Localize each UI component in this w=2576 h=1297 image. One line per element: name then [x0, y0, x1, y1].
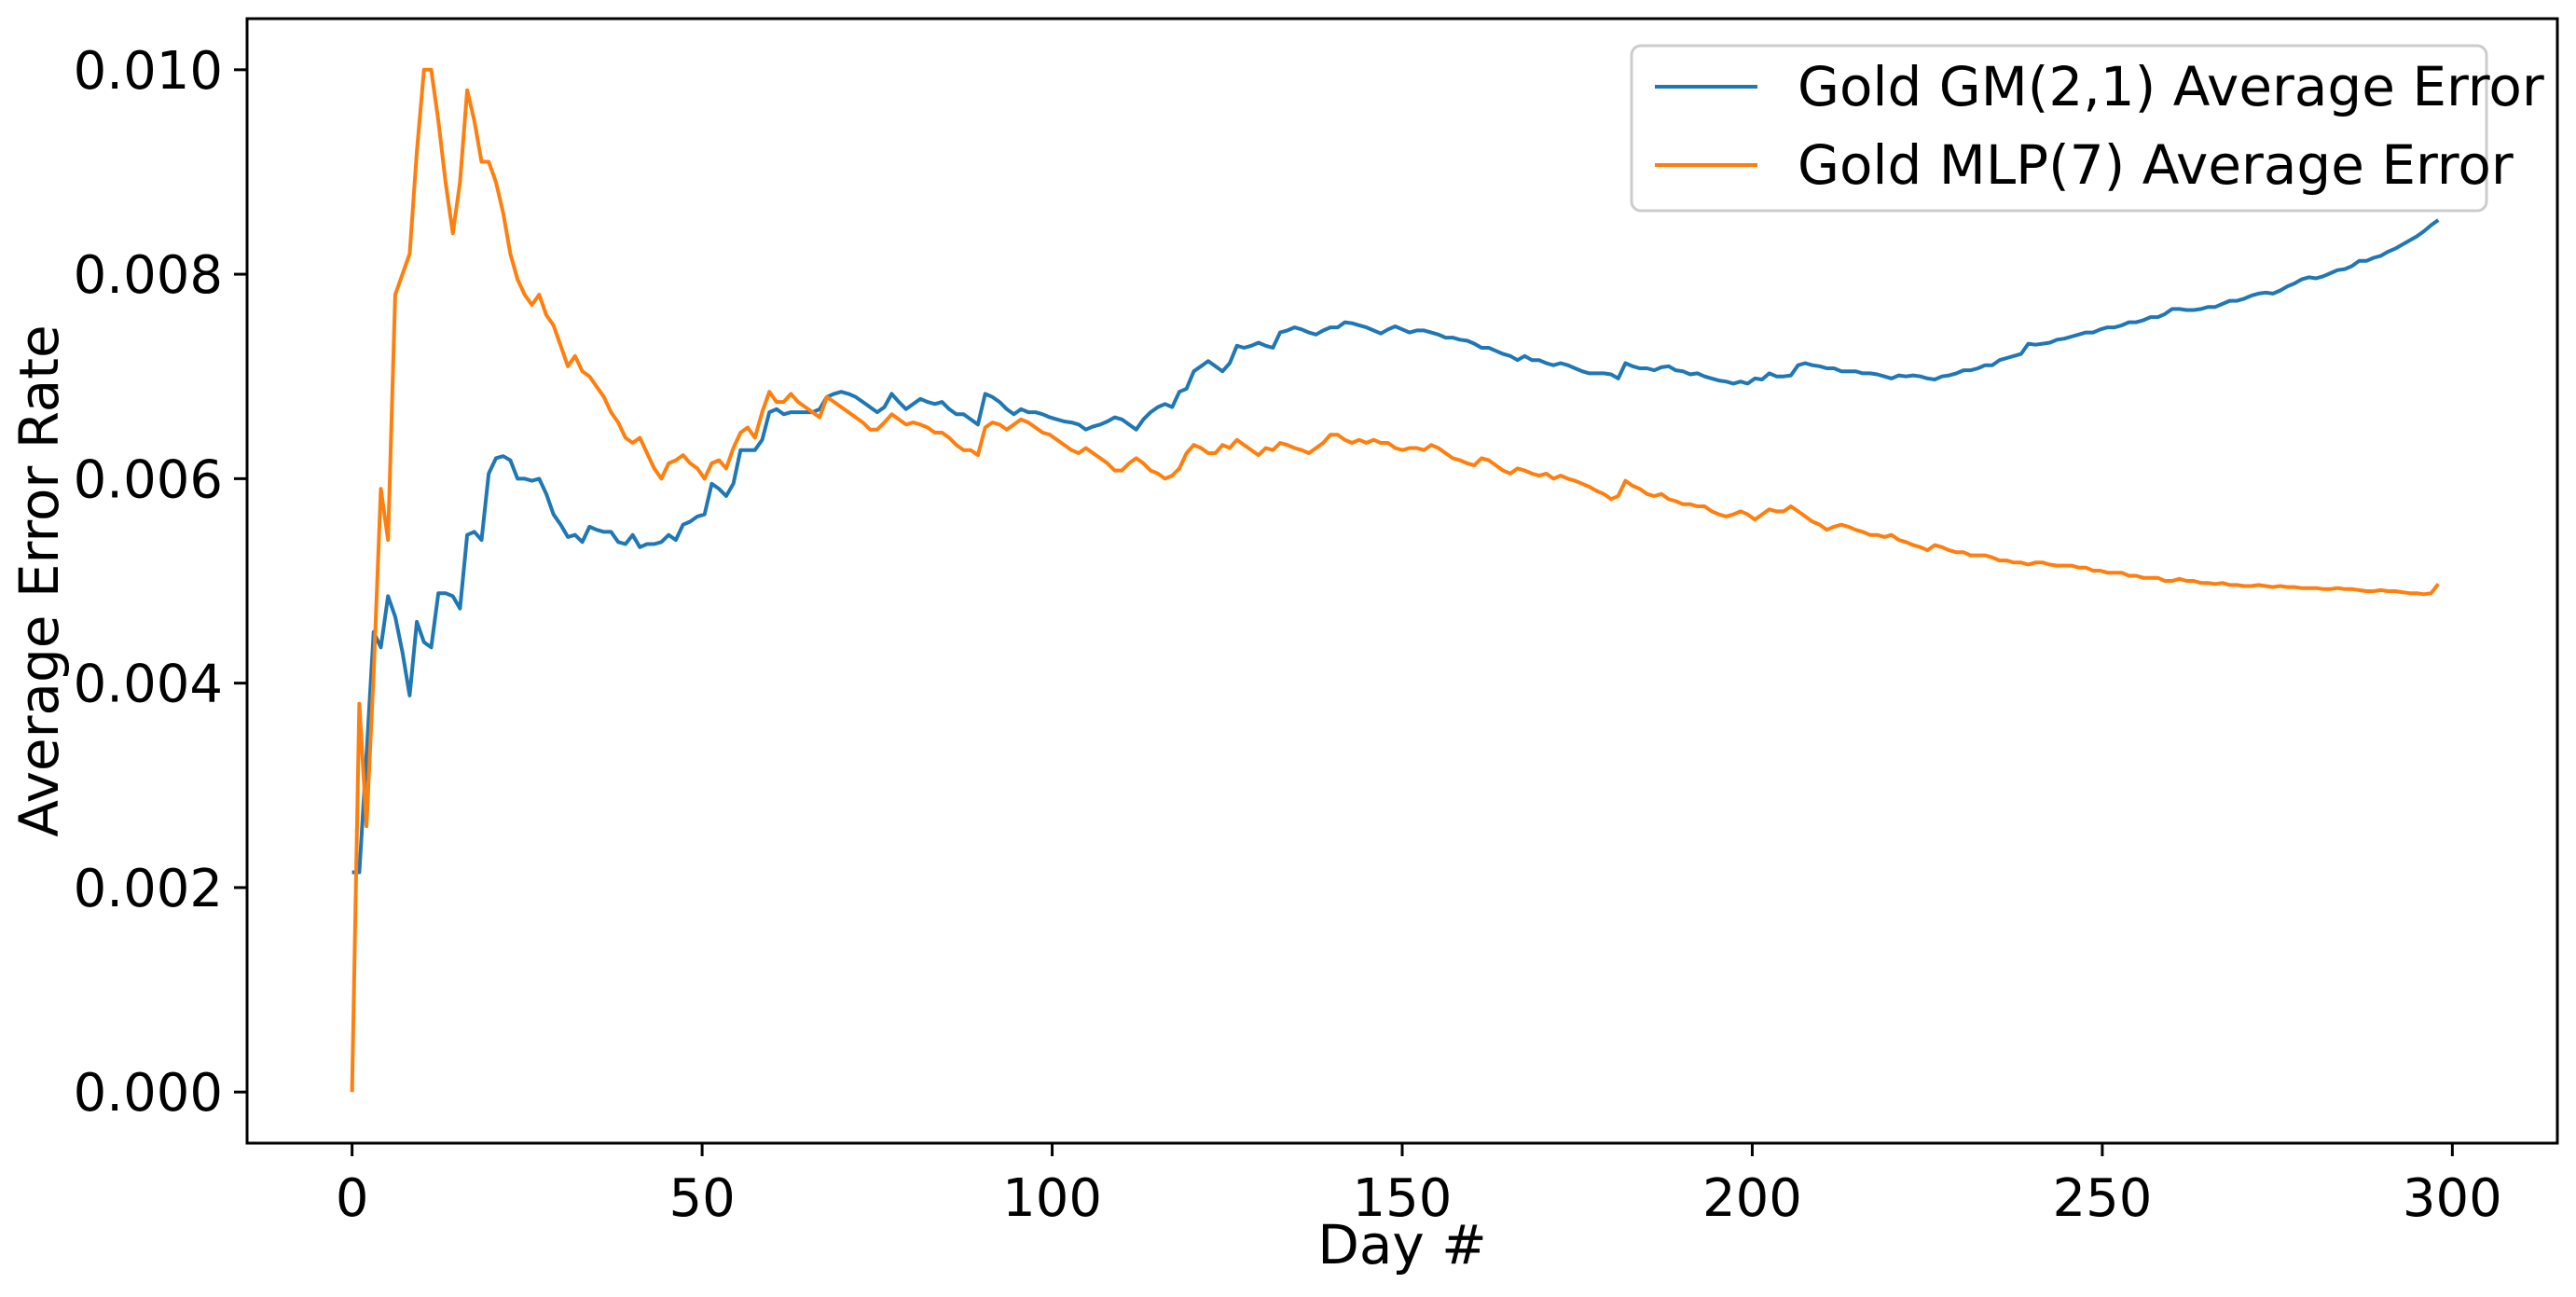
y-tick-label: 0.006 [74, 449, 223, 510]
x-tick-label: 0 [336, 1168, 369, 1229]
x-tick-label: 200 [1702, 1168, 1802, 1229]
y-tick-label: 0.000 [74, 1063, 223, 1124]
series-line-gm21 [351, 218, 2440, 875]
y-axis-ticks: 0.000 0.002 0.004 0.006 0.008 0.010 [74, 41, 247, 1124]
y-tick-label: 0.008 [74, 245, 223, 306]
y-tick-label: 0.010 [74, 41, 223, 102]
x-tick-label: 150 [1353, 1168, 1453, 1229]
x-tick-label: 300 [2403, 1168, 2502, 1229]
plot-area-frame [245, 17, 2559, 1145]
x-axis-ticks: 0 50 100 150 200 250 300 [336, 1143, 2502, 1229]
legend-box [1630, 44, 2488, 213]
series-layer [350, 67, 2440, 1093]
x-tick-label: 100 [1002, 1168, 1102, 1229]
y-axis-label: Average Error Rate [7, 324, 71, 836]
series-line-mlp7 [350, 67, 2440, 1093]
y-tick-label: 0.004 [74, 655, 223, 715]
legend-label-mlp7: Gold MLP(7) Average Error [1798, 133, 2514, 197]
x-axis-label: Day # [1317, 1213, 1487, 1276]
legend-label-gm21: Gold GM(2,1) Average Error [1798, 55, 2544, 118]
x-tick-label: 250 [2052, 1168, 2152, 1229]
x-tick-label: 50 [668, 1168, 735, 1229]
legend: Gold GM(2,1) Average Error Gold MLP(7) A… [1630, 44, 2544, 213]
y-tick-label: 0.002 [74, 859, 223, 919]
